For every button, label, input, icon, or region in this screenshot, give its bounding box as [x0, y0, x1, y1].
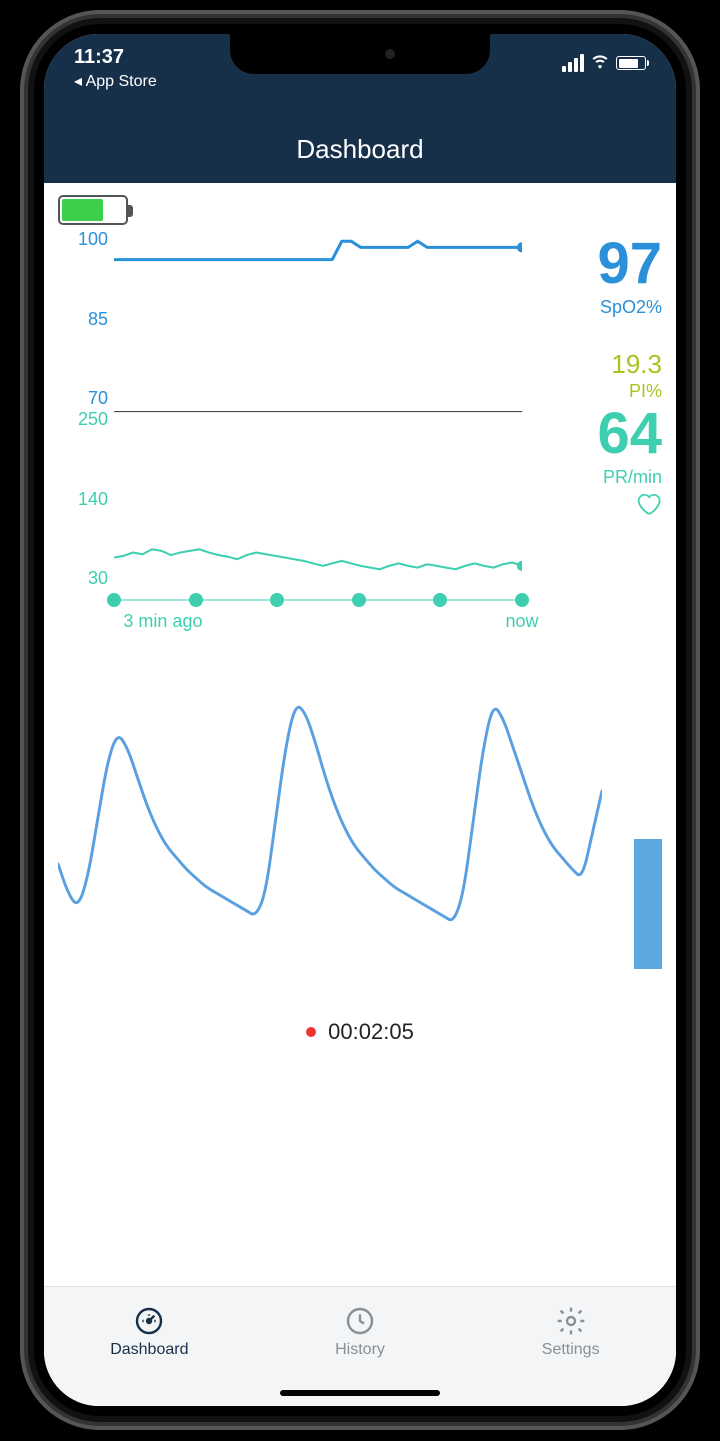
device-battery-icon [58, 195, 128, 225]
pleth-level-bar [634, 839, 662, 969]
spo2-tick-85: 85 [58, 309, 108, 330]
tab-settings[interactable]: Settings [465, 1287, 676, 1376]
time-axis: 3 min ago now [114, 589, 522, 629]
pr-line [114, 409, 522, 593]
spo2-tick-70: 70 [58, 388, 108, 409]
pr-y-axis: 250 140 30 [58, 409, 114, 589]
cell-signal-icon [562, 54, 584, 72]
home-indicator[interactable] [280, 1390, 440, 1396]
spo2-y-axis: 100 85 70 [58, 229, 114, 409]
spo2-line [114, 229, 522, 413]
record-icon [306, 1027, 316, 1037]
pleth-line [58, 689, 602, 980]
heart-icon [532, 489, 662, 522]
spo2-value: 97 [532, 235, 662, 293]
time-right-label: now [505, 611, 538, 632]
pi-value: 19.3 [532, 349, 662, 380]
tab-history[interactable]: History [255, 1287, 466, 1376]
tab-dashboard[interactable]: Dashboard [44, 1287, 255, 1376]
tab-dashboard-label: Dashboard [110, 1341, 188, 1359]
pr-unit: PR/min [532, 467, 662, 488]
page-title: Dashboard [44, 134, 676, 183]
pr-value: 64 [532, 405, 662, 463]
pr-tick-30: 30 [58, 568, 108, 589]
tab-settings-label: Settings [542, 1341, 600, 1359]
time-left-label: 3 min ago [123, 611, 202, 632]
clock-icon [344, 1305, 376, 1337]
spo2-chart: 100 85 70 97 SpO2% 19.3 PI% [58, 229, 662, 409]
status-time: 11:37 [74, 46, 157, 69]
pleth-waveform [58, 689, 662, 989]
time-axis-line [114, 599, 522, 601]
pr-chart: 250 140 30 64 PR/min [58, 409, 662, 589]
pr-tick-140: 140 [58, 489, 108, 510]
tab-history-label: History [335, 1341, 385, 1359]
tab-bar: Dashboard History Settings [44, 1286, 676, 1406]
recording-time: 00:02:05 [328, 1019, 414, 1045]
spo2-tick-100: 100 [58, 229, 108, 250]
wifi-icon [590, 50, 610, 76]
pr-tick-250: 250 [58, 409, 108, 430]
phone-battery-icon [616, 56, 646, 70]
recording-row: 00:02:05 [44, 1019, 676, 1045]
spo2-unit: SpO2% [532, 297, 662, 318]
pi-unit: PI% [532, 381, 662, 402]
gear-icon [555, 1305, 587, 1337]
gauge-icon [133, 1305, 165, 1337]
back-to-appstore[interactable]: ◂ App Store [74, 71, 157, 91]
